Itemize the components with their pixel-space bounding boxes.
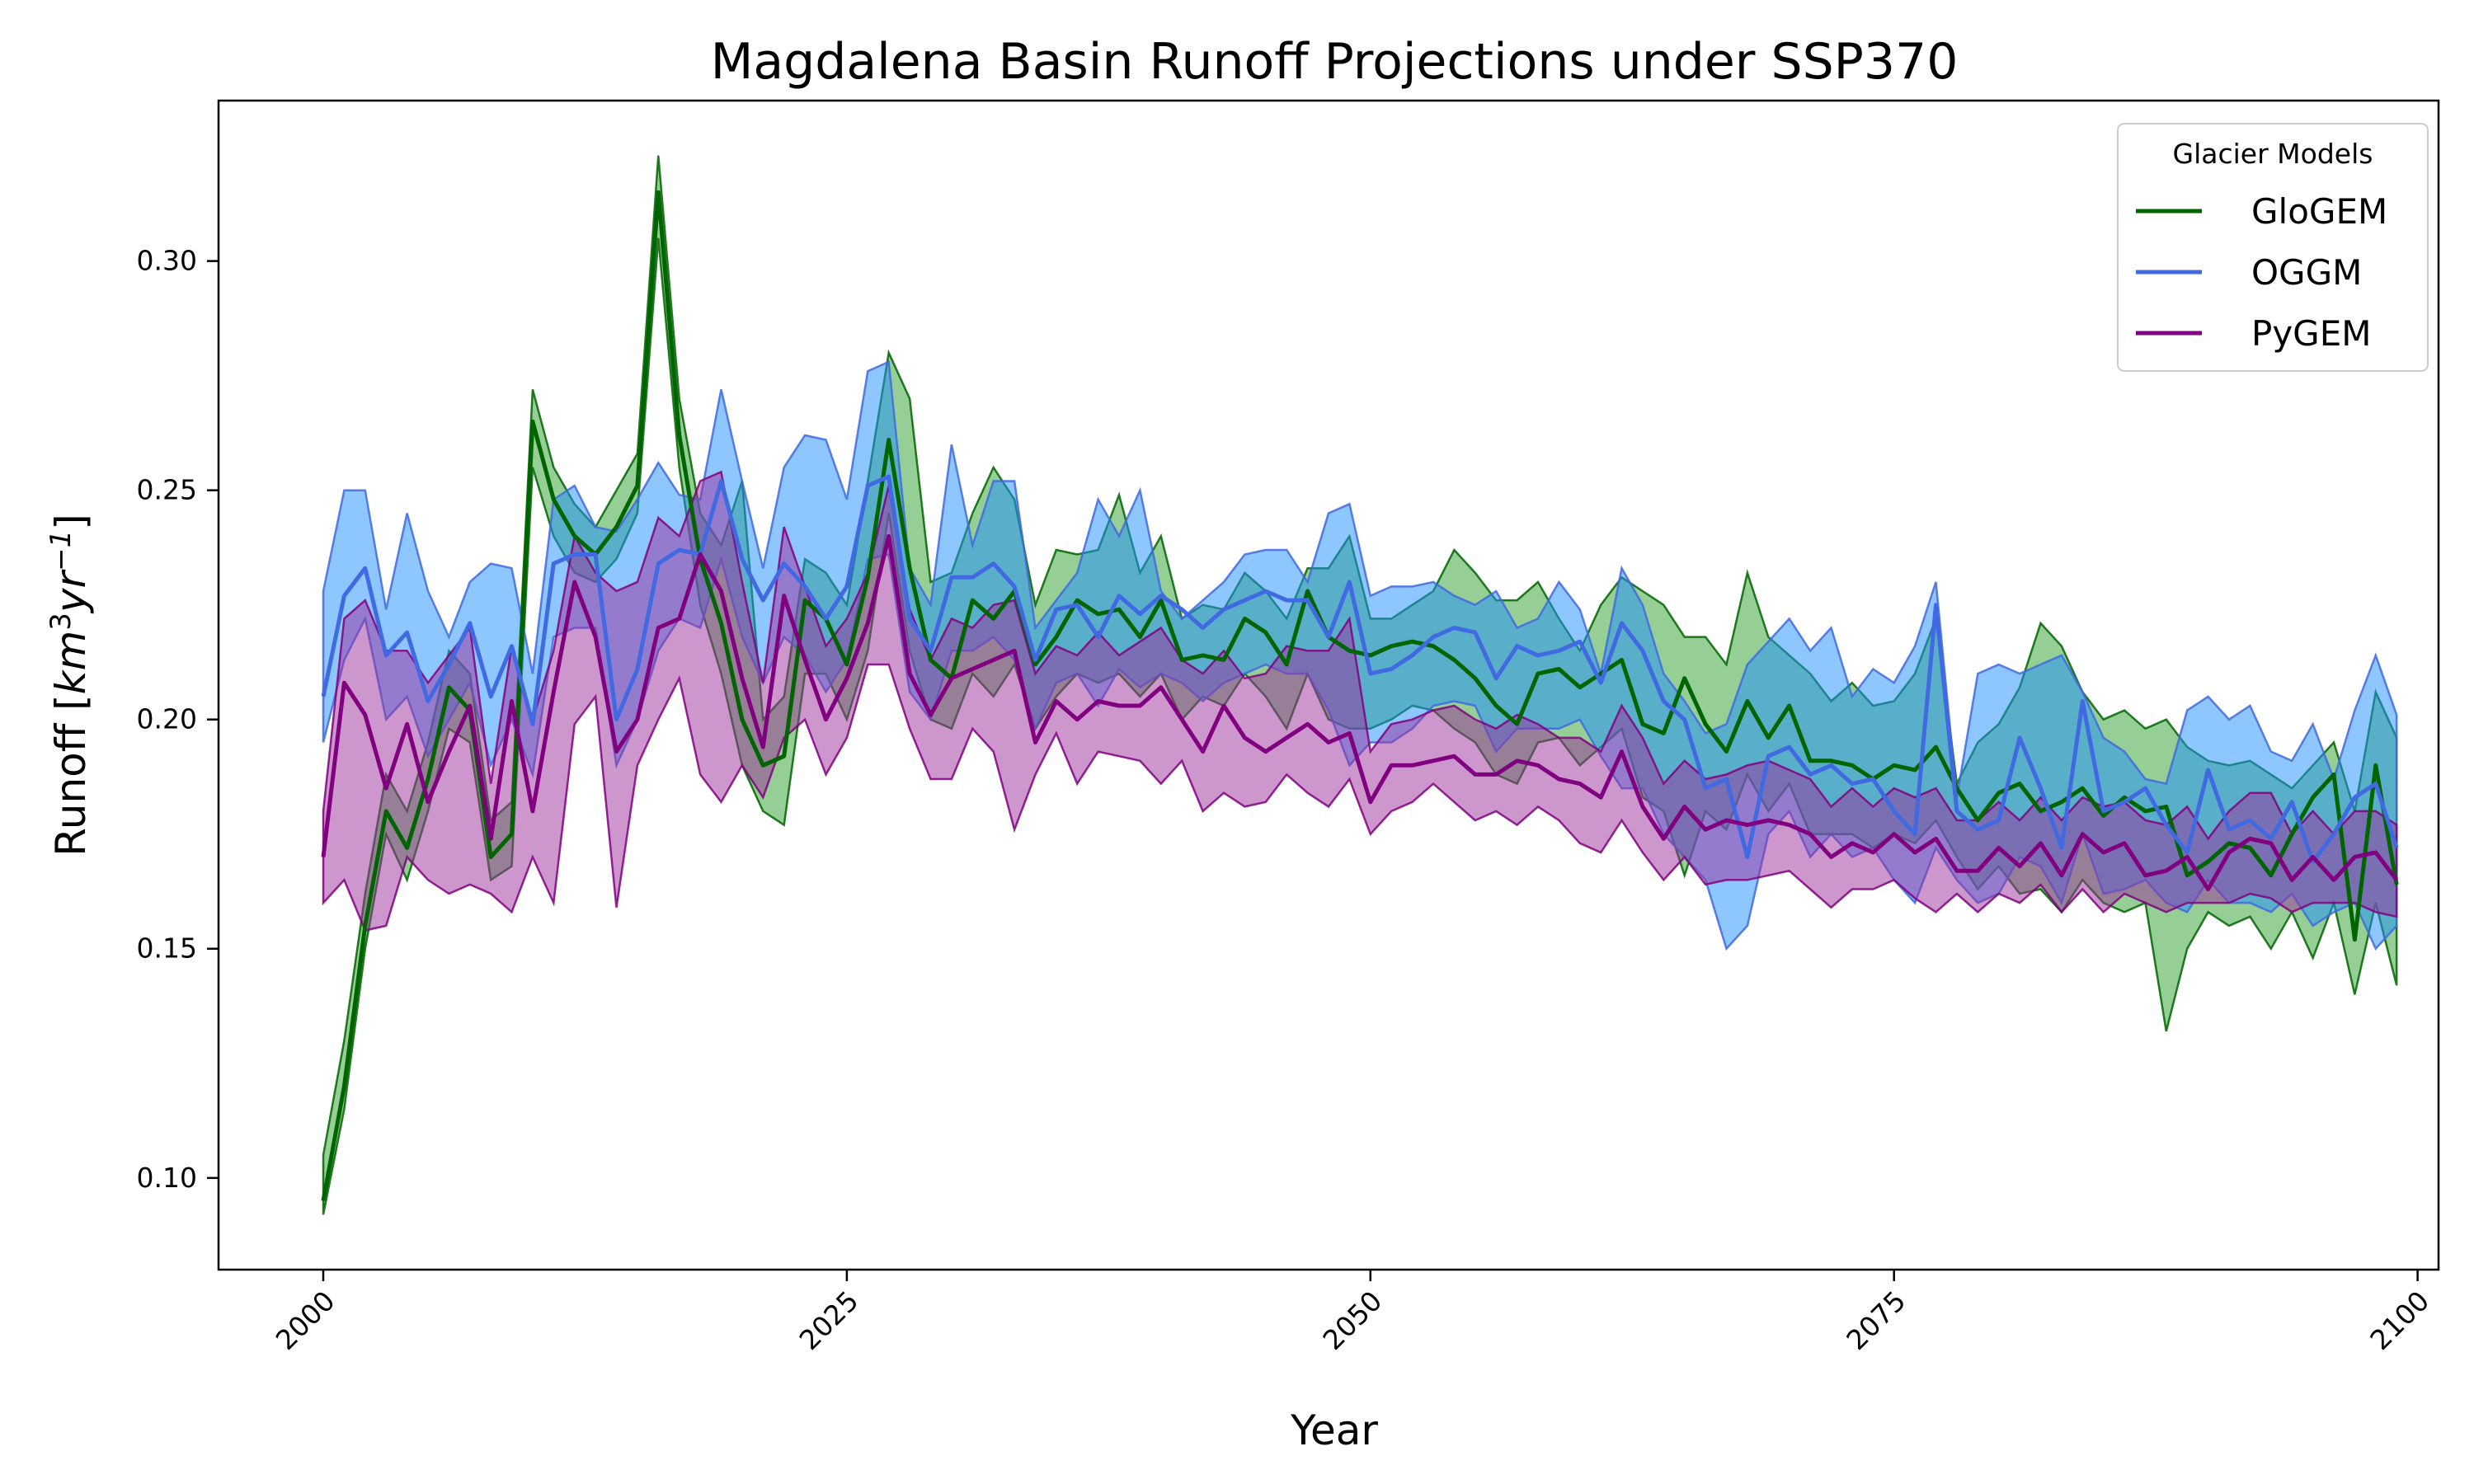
glogem-line xyxy=(321,190,2399,1202)
series-lines xyxy=(321,190,2399,1202)
y-tick-label: 0.20 xyxy=(137,703,197,735)
y-tick-label: 0.10 xyxy=(137,1162,197,1194)
legend: Glacier Models GloGEM OGGM PyGEM xyxy=(2117,123,2429,372)
legend-title: Glacier Models xyxy=(2173,138,2373,170)
plot-area-frame xyxy=(217,99,2440,1271)
uncertainty-bands xyxy=(322,155,2398,1215)
y-tick-label: 0.30 xyxy=(137,245,197,277)
legend-entries: GloGEM OGGM PyGEM xyxy=(2136,191,2387,354)
y-axis-title-sup-neg1: −1 xyxy=(45,530,78,571)
pygem-range-band xyxy=(322,470,2398,932)
y-tick-label: 0.25 xyxy=(137,474,197,506)
pygem-line xyxy=(321,533,2399,891)
x-axis-title: Year xyxy=(1290,1407,1378,1454)
y-axis-title: Runoff [km3yr−1] xyxy=(45,514,95,856)
y-axis-title-close: ] xyxy=(47,514,95,530)
y-axis-title-unit-yr: yr xyxy=(47,568,95,614)
legend-box xyxy=(2117,123,2429,372)
pygem-legend-label: PyGEM xyxy=(2251,313,2372,354)
oggm-line xyxy=(321,474,2399,864)
chart-title: Magdalena Basin Runoff Projections under… xyxy=(711,33,1959,91)
glogem-legend-label: GloGEM xyxy=(2251,191,2387,232)
y-axis: 0.10 0.15 0.20 0.25 0.30 xyxy=(137,245,219,1194)
y-axis-title-unit-km: km xyxy=(47,631,95,695)
oggm-legend-label: OGGM xyxy=(2251,252,2362,293)
y-tick-label: 0.15 xyxy=(137,932,197,965)
y-axis-title-text: Runoff [ xyxy=(47,694,95,856)
y-axis-title-sup-3: 3 xyxy=(45,613,78,631)
